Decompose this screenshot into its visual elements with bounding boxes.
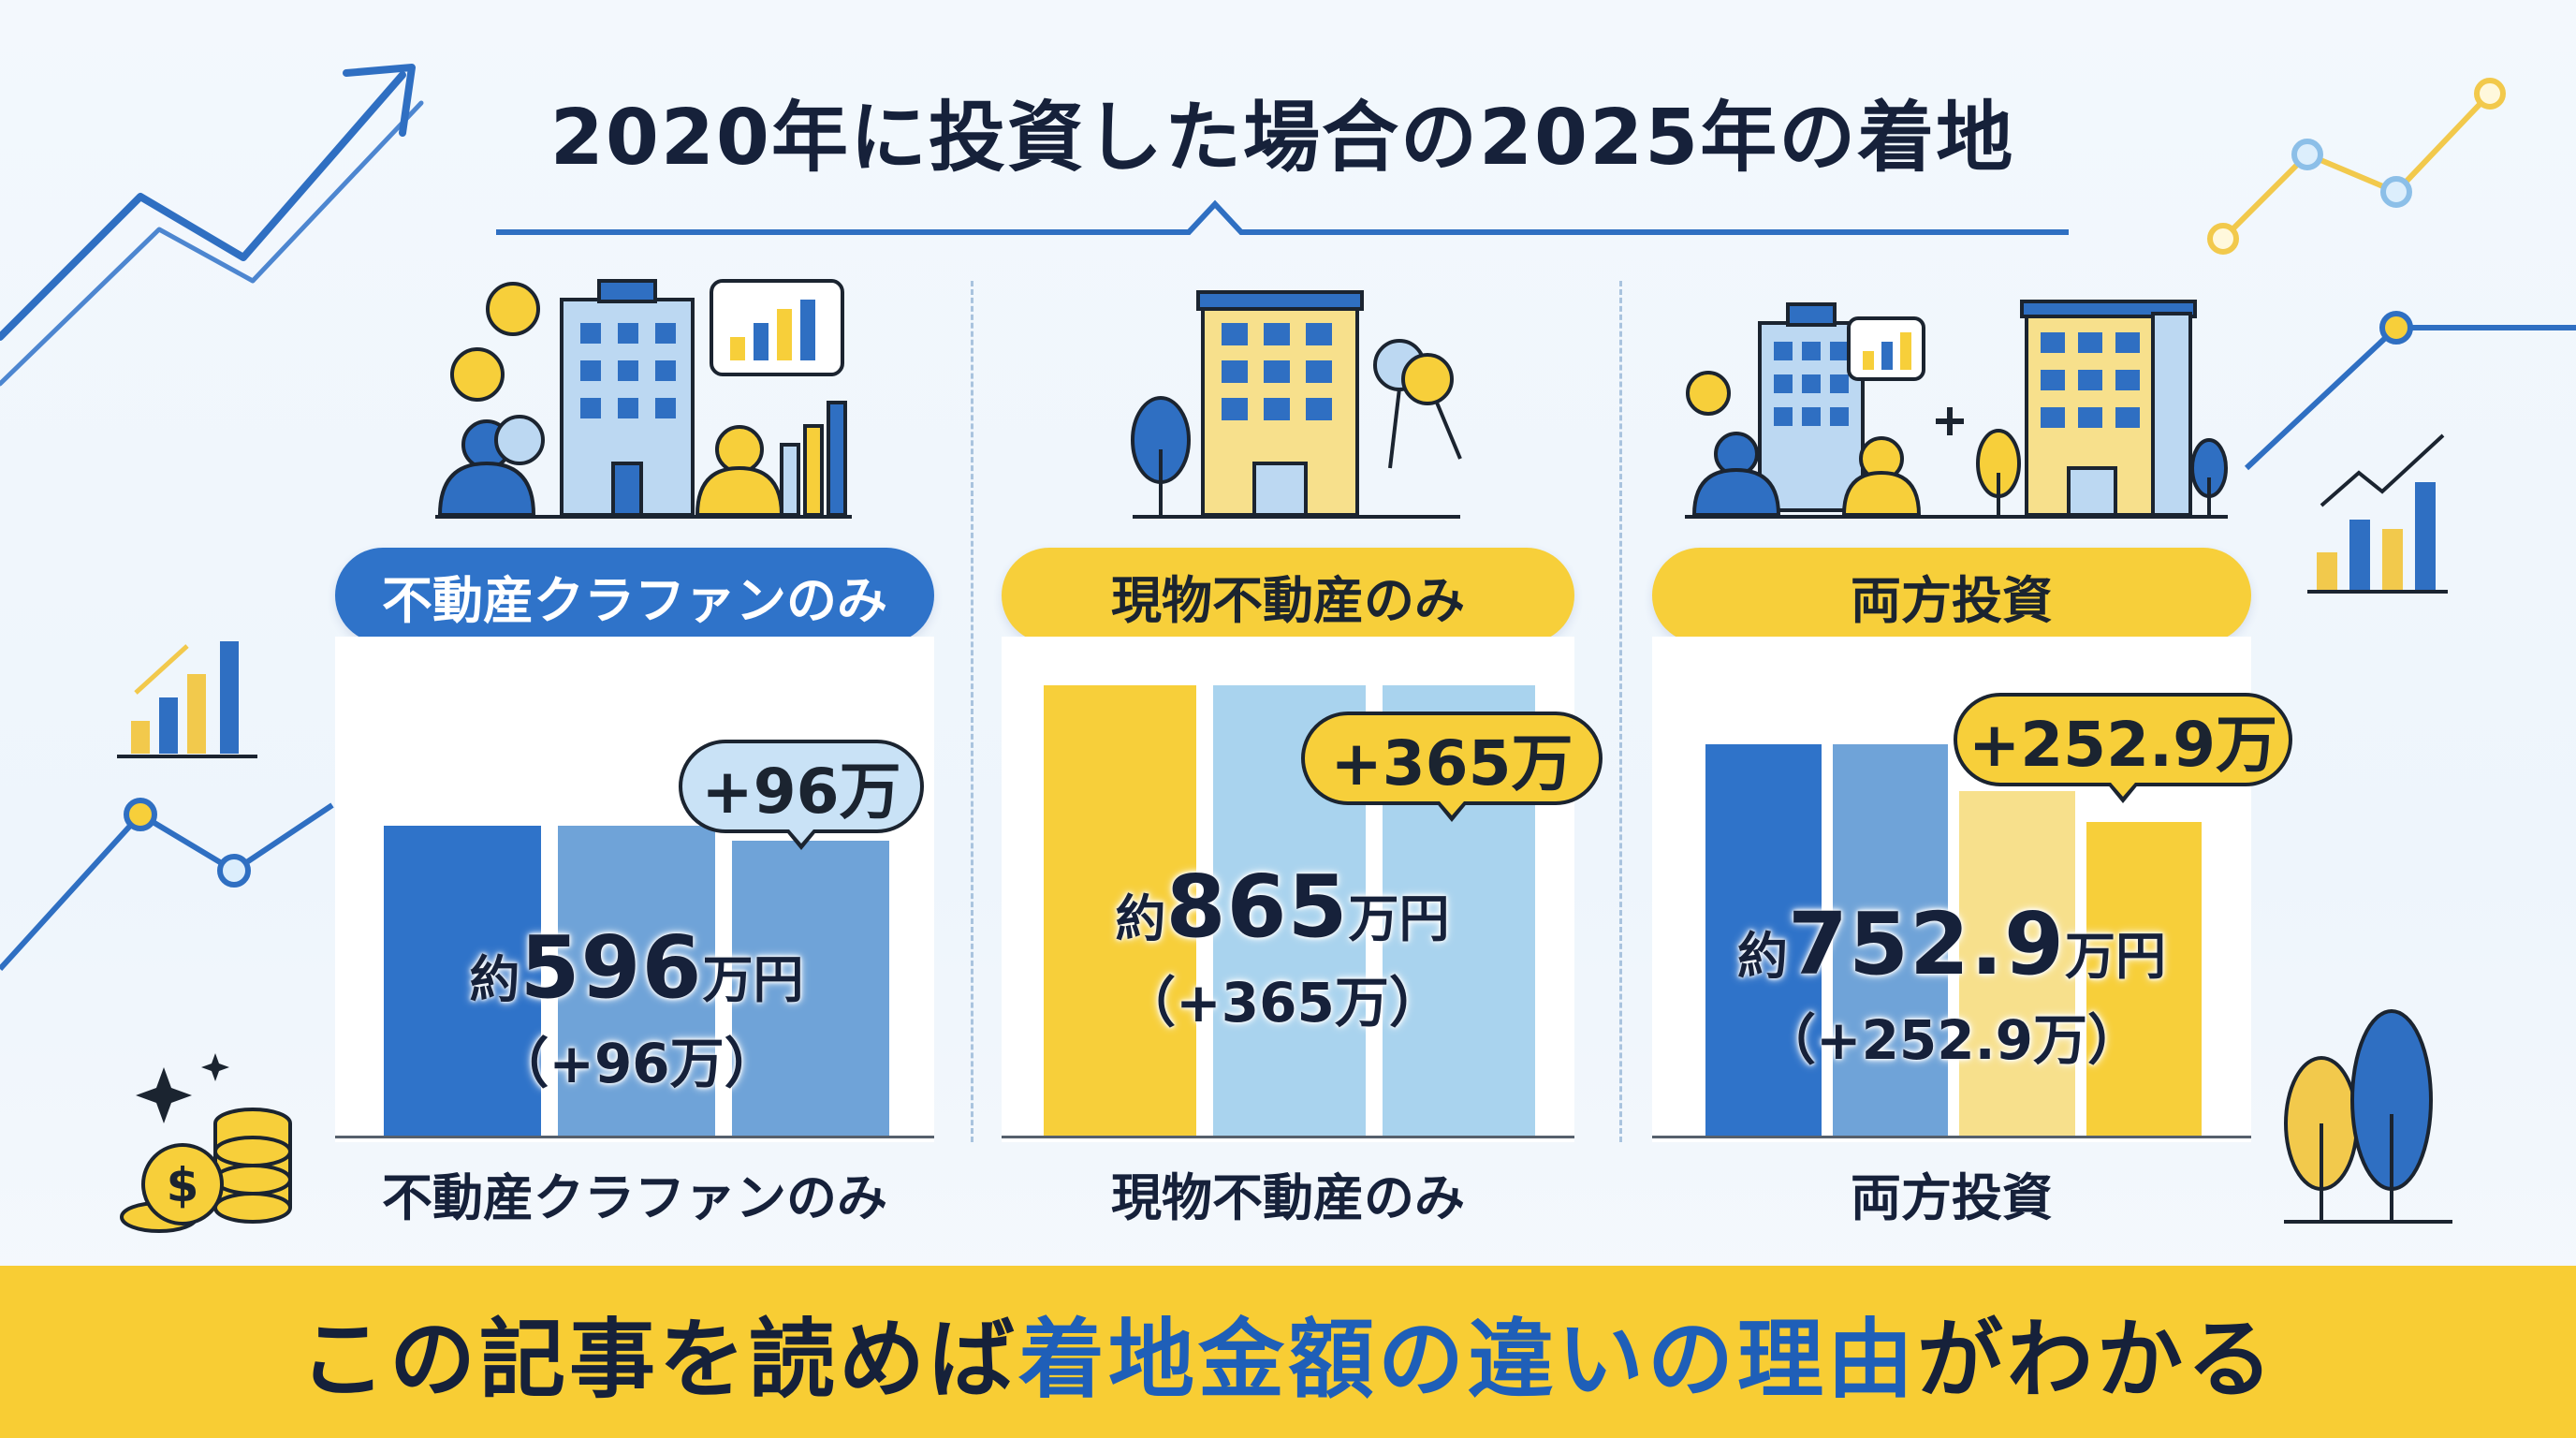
gain-bubble-text: +96万 [701,756,901,828]
pill-label-crowdfunding: 不動産クラファンのみ [335,548,934,643]
right-trend-line-icon [2244,311,2576,471]
title-block: 2020年に投資した場合の2025年の着地 [496,66,2069,243]
left-trend-line-icon [0,798,334,972]
chart-baseline [1002,1136,1574,1138]
value-delta: （+252.9万） [1761,1008,2143,1072]
chart-bar [2086,822,2202,1136]
left-bar-chart-icon [117,641,257,758]
office-plus-apartment-icon [1685,300,2228,519]
value-number: 865 [1165,857,1349,957]
apartment-key-icon [1131,290,1462,519]
gain-bubble-crowdfunding: +96万 [679,740,924,850]
svg-text:$: $ [167,1158,199,1212]
footer-text-highlight: 着地金額の違いの理由 [1017,1309,1917,1410]
value-label-physical: 約865万円 （+365万） [1039,857,1526,1037]
footer-text: この記事を読めば着地金額の違いの理由がわかる [300,1290,2276,1415]
chart-bar [1705,743,1822,1136]
value-prefix: 約 [1736,927,1788,986]
coin-stack-icon: $ [120,1108,292,1233]
chart-bar [1832,743,1948,1136]
value-label-crowdfunding: 約596万円 （+96万） [393,917,880,1098]
page-title: 2020年に投資した場合の2025年の着地 [549,94,2015,183]
dot-line-chart-icon [2207,78,2506,255]
pill-label-both: 両方投資 [1652,548,2251,643]
value-delta: （+96万） [494,1032,779,1095]
chart-bar [558,825,715,1136]
chart-bar [1044,685,1196,1136]
value-unit: 万円 [1348,889,1450,948]
pill-label-physical: 現物不動産のみ [1002,548,1574,643]
value-number: 752.9 [1787,894,2065,994]
chart-bar [732,841,889,1136]
trend-arrow-icon [0,64,424,387]
value-unit: 万円 [702,950,804,1009]
category-label-physical: 現物不動産のみ [1111,1168,1465,1227]
footer-text-after: がわかる [1917,1309,2277,1410]
value-number: 596 [520,917,703,1018]
sparkle-icon [136,1053,229,1123]
office-building-people-chart-icon [435,279,852,519]
column-divider [971,281,973,1142]
gain-bubble-physical: +365万 [1301,712,1603,822]
gain-bubble-both: +252.9万 [1954,693,2292,803]
right-bar-chart-icon [2307,433,2448,594]
value-unit: 万円 [2065,927,2166,986]
column-divider [1619,281,1622,1142]
chart-bar [1959,790,2075,1136]
trees-icon [2284,1009,2452,1224]
category-label-both: 両方投資 [1851,1168,2053,1227]
value-label-both: 約752.9万円 （+252.9万） [1690,894,2214,1075]
gain-bubble-text: +365万 [1330,727,1573,800]
category-label-crowdfunding: 不動産クラファンのみ [382,1168,887,1227]
footer-banner: この記事を読めば着地金額の違いの理由がわかる [0,1266,2576,1438]
chart-baseline [1652,1136,2251,1138]
footer-text-before: この記事を読めば [299,1309,1018,1410]
gain-bubble-text: +252.9万 [1968,709,2278,781]
title-underline [496,199,2069,235]
chart-baseline [335,1136,934,1138]
chart-bar [384,825,541,1136]
value-delta: （+365万） [1121,971,1443,1034]
value-prefix: 約 [1115,889,1166,948]
value-prefix: 約 [469,950,520,1009]
